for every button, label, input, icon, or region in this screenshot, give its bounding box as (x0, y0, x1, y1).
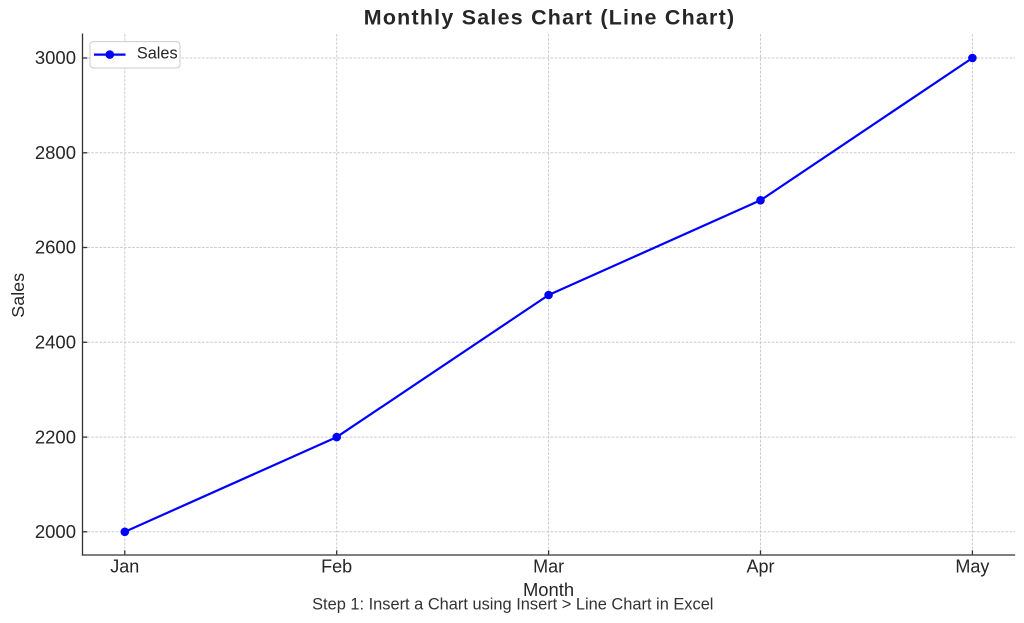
svg-text:2400: 2400 (35, 332, 76, 353)
svg-text:Jan: Jan (110, 557, 139, 577)
svg-text:Mar: Mar (533, 557, 564, 577)
svg-text:3000: 3000 (35, 47, 76, 68)
svg-text:Sales: Sales (137, 45, 178, 63)
svg-text:Month: Month (523, 579, 574, 600)
svg-text:Feb: Feb (321, 557, 352, 577)
svg-text:2000: 2000 (35, 521, 76, 542)
svg-text:2800: 2800 (35, 142, 76, 163)
svg-text:May: May (955, 557, 989, 577)
svg-text:Monthly Sales Chart (Line Char: Monthly Sales Chart (Line Chart) (364, 6, 736, 30)
svg-text:2600: 2600 (35, 237, 76, 258)
svg-text:2200: 2200 (35, 426, 76, 447)
svg-text:Apr: Apr (746, 557, 774, 577)
svg-text:Sales: Sales (8, 273, 28, 318)
svg-text:Step 1: Insert a Chart using I: Step 1: Insert a Chart using Insert > Li… (312, 596, 713, 614)
